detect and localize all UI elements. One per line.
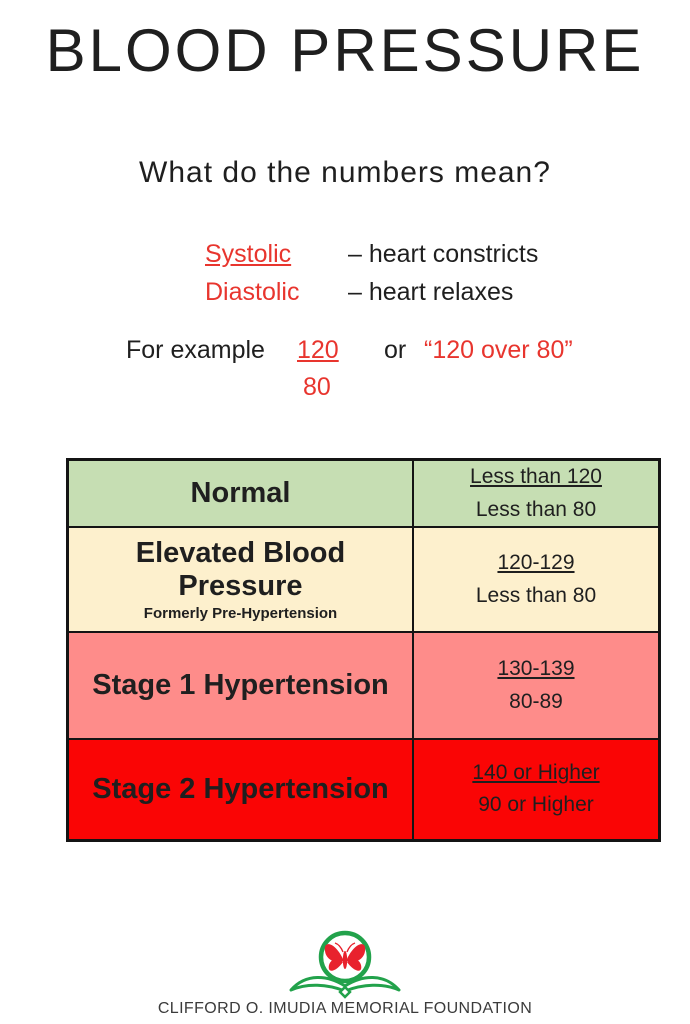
diastolic-term: Diastolic [205,278,300,306]
table-row: Stage 2 Hypertension 140 or Higher 90 or… [66,738,661,842]
values-cell: Less than 120 Less than 80 [412,458,661,529]
diastolic-range: 80-89 [509,689,563,713]
foundation-logo [285,929,405,1001]
table-row: Normal Less than 120 Less than 80 [66,458,661,529]
book-icon [289,976,401,993]
diastolic-range: Less than 80 [475,497,597,521]
category-label: Elevated Blood Pressure [135,536,346,602]
example-section: For example 120 80 or “120 over 80” [0,336,690,412]
category-subnote: Formerly Pre-Hypertension [143,605,338,623]
butterfly-open-book-icon [289,930,401,999]
diastolic-range: 90 or Higher [478,793,594,817]
systolic-range: 140 or Higher [472,760,600,784]
example-systolic-value: 120 [297,336,339,364]
values-cell: 120-129 Less than 80 [412,526,661,634]
definitions-section: Systolic – heart constricts Diastolic – … [0,240,690,316]
systolic-range: Less than 120 [470,465,602,488]
category-cell: Elevated Blood Pressure Formerly Pre-Hyp… [66,526,414,634]
systolic-range: 120-129 [497,551,575,575]
foundation-name: CLIFFORD O. IMUDIA MEMORIAL FOUNDATION [157,1000,533,1017]
table-row: Elevated Blood Pressure Formerly Pre-Hyp… [66,526,661,634]
definition-diastolic: Diastolic – heart relaxes [0,278,690,316]
systolic-term: Systolic [205,240,292,268]
diastolic-range: Less than 80 [475,583,597,607]
table-row: Stage 1 Hypertension 130-139 80-89 [66,631,661,741]
category-cell: Normal [66,458,414,529]
example-diastolic-value: 80 [303,373,331,401]
example-conjunction: or [384,336,407,364]
systolic-range: 130-139 [497,657,575,681]
bp-categories-table: Normal Less than 120 Less than 80 Elevat… [66,458,661,842]
page-title: BLOOD PRESSURE [45,17,645,84]
systolic-description: – heart constricts [348,240,539,268]
values-cell: 140 or Higher 90 or Higher [412,738,661,842]
butterfly-icon [324,942,366,971]
example-spoken-form: “120 over 80” [424,336,573,364]
diastolic-description: – heart relaxes [348,278,514,306]
subtitle: What do the numbers mean? [139,156,551,189]
definition-systolic: Systolic – heart constricts [0,240,690,278]
category-cell: Stage 2 Hypertension [66,738,414,842]
example-prefix: For example [126,336,265,364]
category-cell: Stage 1 Hypertension [66,631,414,741]
values-cell: 130-139 80-89 [412,631,661,741]
book-clasp [338,985,352,999]
